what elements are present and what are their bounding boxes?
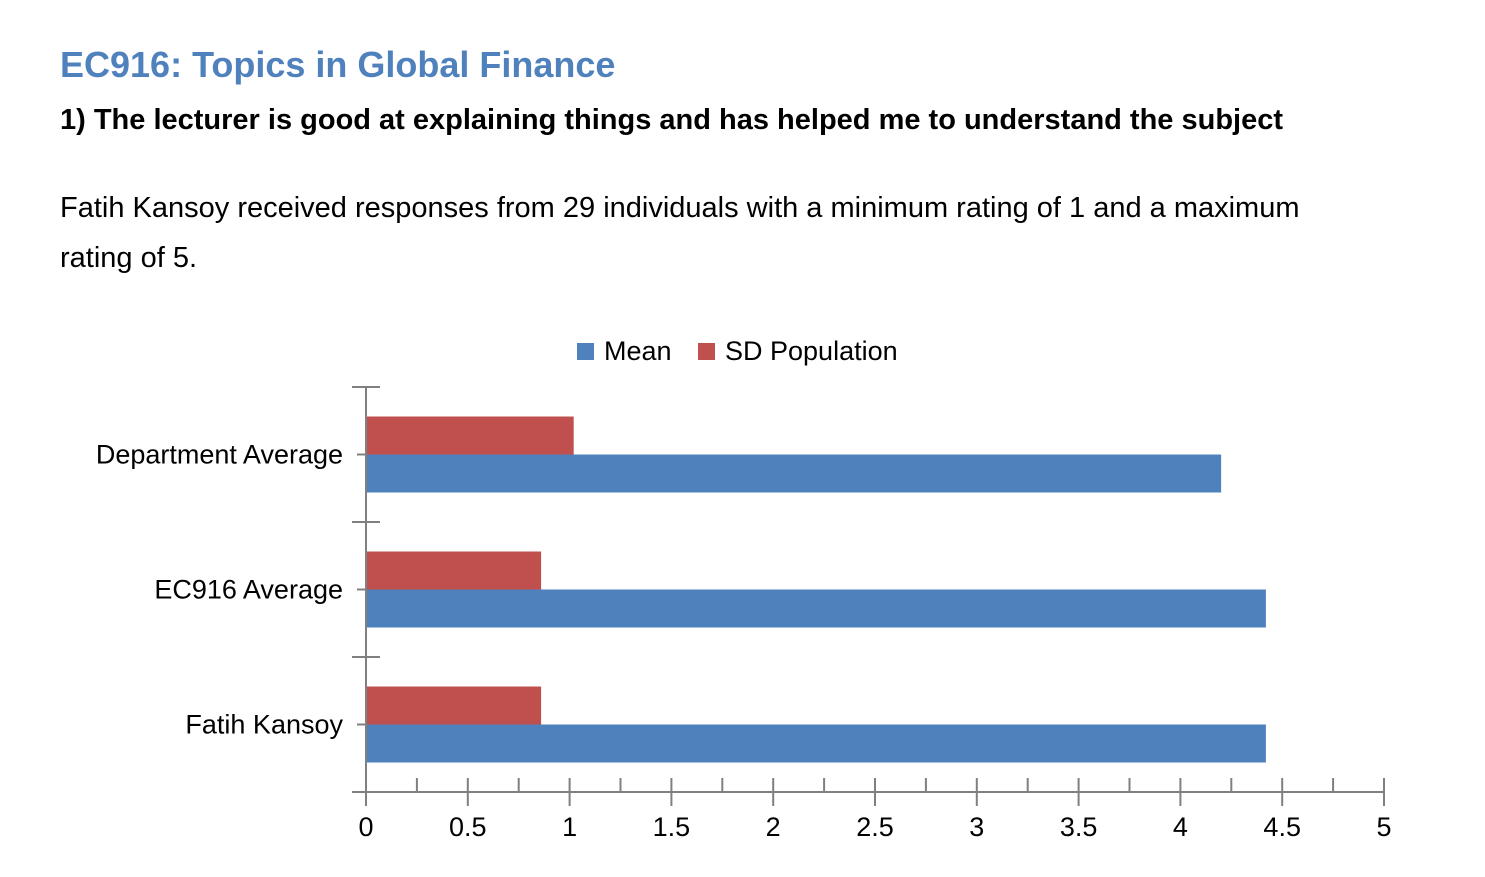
- bar-sd: [366, 551, 542, 590]
- bar-mean: [366, 454, 1222, 493]
- x-tick-label: 0.5: [449, 812, 487, 842]
- bar-sd: [366, 686, 542, 725]
- category-label: Fatih Kansoy: [185, 710, 343, 740]
- x-tick-label: 5: [1376, 812, 1391, 842]
- legend-label-sd: SD Population: [725, 336, 898, 366]
- x-tick-label: 3: [969, 812, 984, 842]
- x-tick-label: 1: [562, 812, 577, 842]
- x-tick-label: 3.5: [1060, 812, 1098, 842]
- bar-mean: [366, 589, 1266, 628]
- category-label: EC916 Average: [154, 575, 343, 605]
- x-tick-label: 1.5: [653, 812, 691, 842]
- category-label: Department Average: [96, 440, 343, 470]
- x-tick-label: 4: [1173, 812, 1188, 842]
- x-tick-label: 2.5: [856, 812, 894, 842]
- question-heading: 1) The lecturer is good at explaining th…: [60, 104, 1284, 136]
- response-summary: Fatih Kansoy received responses from 29 …: [60, 192, 1300, 274]
- legend-swatch-sd: [698, 343, 715, 360]
- bar-chart: Mean SD Population Department Average EC916…: [96, 336, 1392, 842]
- bar-sd: [366, 416, 574, 455]
- bar-mean: [366, 724, 1266, 763]
- course-title: EC916: Topics in Global Finance: [60, 44, 616, 85]
- x-tick-label: 4.5: [1263, 812, 1301, 842]
- x-tick-label: 2: [766, 812, 781, 842]
- legend-swatch-mean: [577, 343, 594, 360]
- legend-label-mean: Mean: [604, 336, 672, 366]
- x-tick-label: 0: [358, 812, 373, 842]
